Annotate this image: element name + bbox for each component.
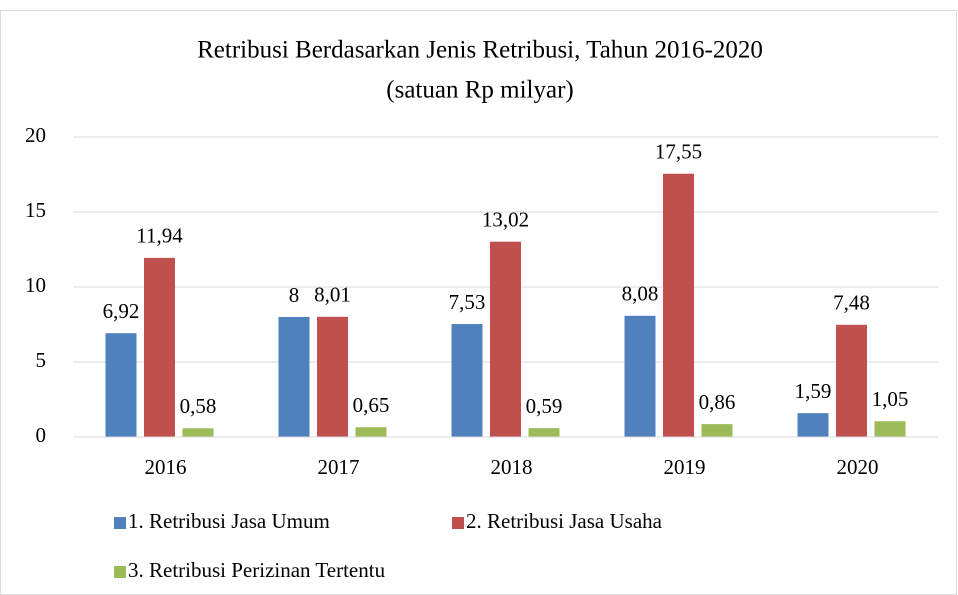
- legend-label: 3. Retribusi Perizinan Tertentu: [128, 558, 386, 582]
- x-tick-label: 2019: [664, 455, 706, 479]
- x-tick-label: 2016: [145, 455, 187, 479]
- bar: [451, 324, 483, 437]
- data-label: 1,05: [872, 387, 909, 411]
- bar: [182, 428, 214, 437]
- bar: [317, 316, 348, 437]
- legend-swatch: [452, 517, 464, 529]
- data-label: 7,53: [449, 290, 486, 314]
- legend-label: 1. Retribusi Jasa Umum: [128, 509, 330, 533]
- legend-label: 2. Retribusi Jasa Usaha: [466, 509, 663, 533]
- y-tick-label: 5: [36, 348, 47, 372]
- bar: [797, 413, 829, 437]
- bar: [663, 173, 694, 437]
- bar: [278, 317, 310, 437]
- data-label: 8: [289, 283, 300, 307]
- y-tick-label: 0: [36, 423, 47, 447]
- data-label: 6,92: [103, 299, 140, 323]
- data-label: 0,86: [699, 390, 736, 414]
- x-tick-label: 2020: [837, 455, 879, 479]
- bar: [701, 424, 733, 437]
- data-label: 8,08: [622, 282, 659, 306]
- bar: [105, 333, 137, 437]
- bar: [874, 421, 906, 437]
- data-label: 0,65: [353, 393, 390, 417]
- x-tick-label: 2018: [491, 455, 533, 479]
- data-label: 0,58: [180, 394, 217, 418]
- chart-subtitle: (satuan Rp milyar): [386, 77, 573, 104]
- bar: [490, 241, 521, 437]
- data-label: 11,94: [136, 224, 183, 248]
- y-tick-label: 20: [25, 123, 46, 147]
- x-tick-label: 2017: [318, 455, 360, 479]
- bar: [836, 324, 867, 437]
- y-tick-label: 10: [25, 273, 46, 297]
- chart-title: Retribusi Berdasarkan Jenis Retribusi, T…: [197, 37, 763, 64]
- data-label: 17,55: [655, 140, 702, 164]
- y-tick-label: 15: [25, 198, 46, 222]
- data-label: 7,48: [833, 291, 870, 315]
- legend-swatch: [114, 517, 126, 529]
- data-label: 13,02: [482, 208, 529, 232]
- data-label: 0,59: [526, 394, 563, 418]
- data-label: 1,59: [795, 379, 832, 403]
- bar: [528, 428, 560, 437]
- data-label: 8,01: [314, 283, 351, 307]
- bar: [624, 315, 656, 437]
- bar: [355, 427, 387, 437]
- bar: [144, 257, 175, 437]
- legend-swatch: [114, 566, 126, 578]
